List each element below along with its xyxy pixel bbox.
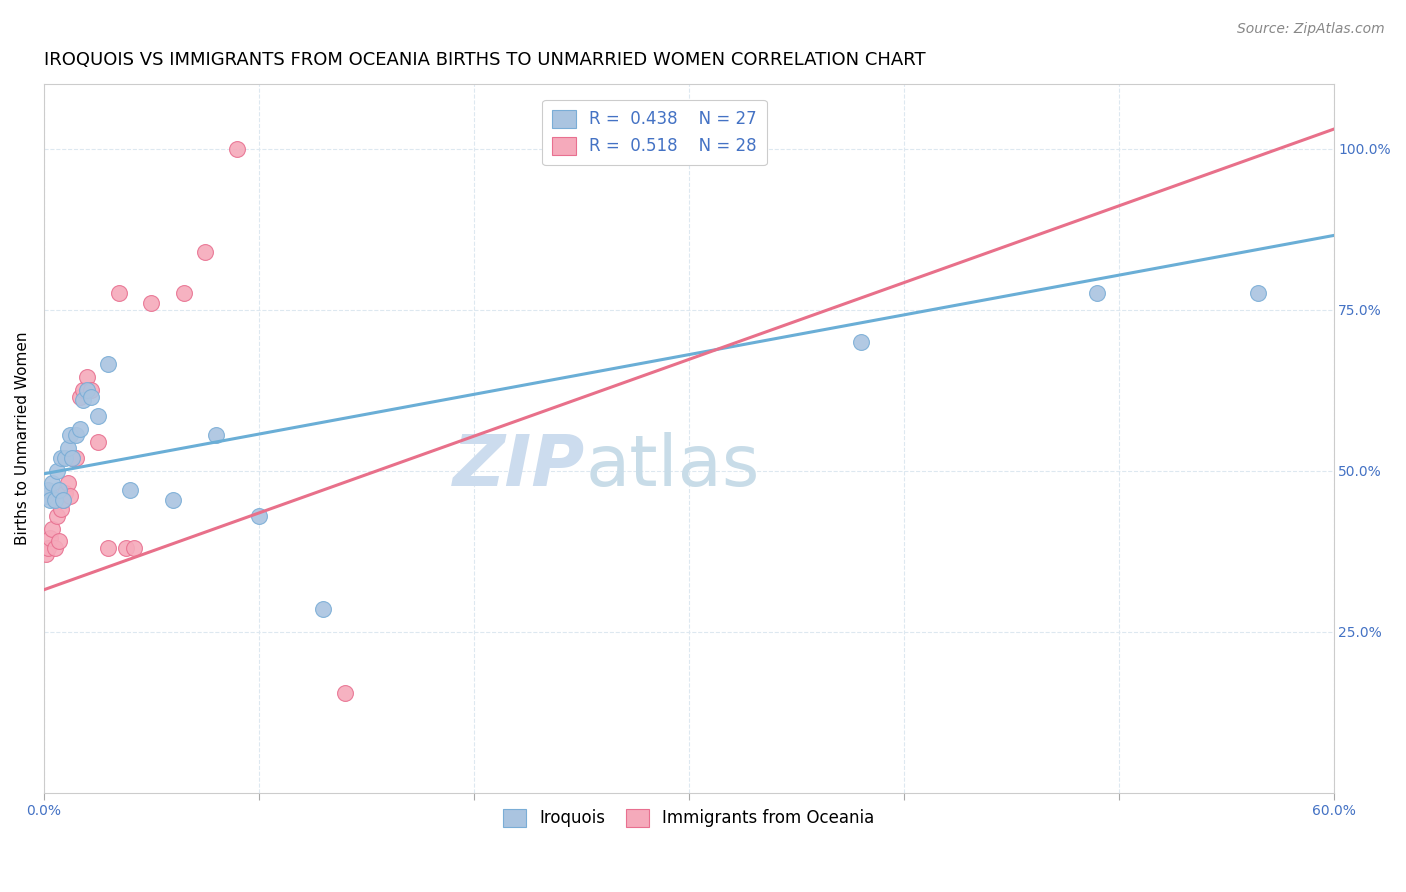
- Point: [1085, 286, 1108, 301]
- Point: [56, 441, 79, 455]
- Point: [72, 383, 94, 397]
- Point: [80, 390, 103, 404]
- Point: [39, 531, 62, 545]
- Point: [194, 244, 217, 259]
- Point: [312, 602, 335, 616]
- Point: [65, 450, 87, 465]
- Point: [52, 492, 75, 507]
- Point: [72, 392, 94, 407]
- Point: [86, 409, 108, 423]
- Point: [60, 450, 83, 465]
- Point: [48, 483, 70, 497]
- Point: [41, 476, 63, 491]
- Point: [173, 286, 195, 301]
- Text: Source: ZipAtlas.com: Source: ZipAtlas.com: [1237, 22, 1385, 37]
- Point: [59, 428, 82, 442]
- Point: [226, 142, 249, 156]
- Text: atlas: atlas: [585, 433, 759, 501]
- Point: [59, 489, 82, 503]
- Point: [247, 508, 270, 523]
- Point: [49, 450, 72, 465]
- Point: [41, 522, 63, 536]
- Y-axis label: Births to Unmarried Women: Births to Unmarried Women: [15, 332, 30, 545]
- Point: [39, 492, 62, 507]
- Point: [49, 502, 72, 516]
- Point: [44, 541, 66, 555]
- Text: IROQUOIS VS IMMIGRANTS FROM OCEANIA BIRTHS TO UNMARRIED WOMEN CORRELATION CHART: IROQUOIS VS IMMIGRANTS FROM OCEANIA BIRT…: [44, 51, 925, 69]
- Point: [37, 541, 59, 555]
- Legend: Iroquois, Immigrants from Oceania: Iroquois, Immigrants from Oceania: [496, 802, 882, 834]
- Point: [122, 541, 145, 555]
- Point: [1247, 286, 1270, 301]
- Text: ZIP: ZIP: [453, 433, 585, 501]
- Point: [80, 383, 103, 397]
- Point: [141, 296, 163, 310]
- Point: [97, 357, 120, 371]
- Point: [86, 434, 108, 449]
- Point: [162, 492, 184, 507]
- Point: [44, 492, 66, 507]
- Point: [76, 383, 98, 397]
- Point: [76, 370, 98, 384]
- Point: [69, 422, 91, 436]
- Point: [52, 492, 75, 507]
- Point: [45, 464, 67, 478]
- Point: [37, 483, 59, 497]
- Point: [56, 476, 79, 491]
- Point: [849, 334, 872, 349]
- Point: [48, 534, 70, 549]
- Point: [45, 508, 67, 523]
- Point: [65, 428, 87, 442]
- Point: [108, 286, 131, 301]
- Point: [55, 486, 77, 500]
- Point: [333, 686, 356, 700]
- Point: [35, 489, 58, 503]
- Point: [97, 541, 120, 555]
- Point: [114, 541, 136, 555]
- Point: [118, 483, 141, 497]
- Point: [205, 428, 228, 442]
- Point: [55, 450, 77, 465]
- Point: [35, 547, 58, 561]
- Point: [69, 390, 91, 404]
- Point: [60, 450, 83, 465]
